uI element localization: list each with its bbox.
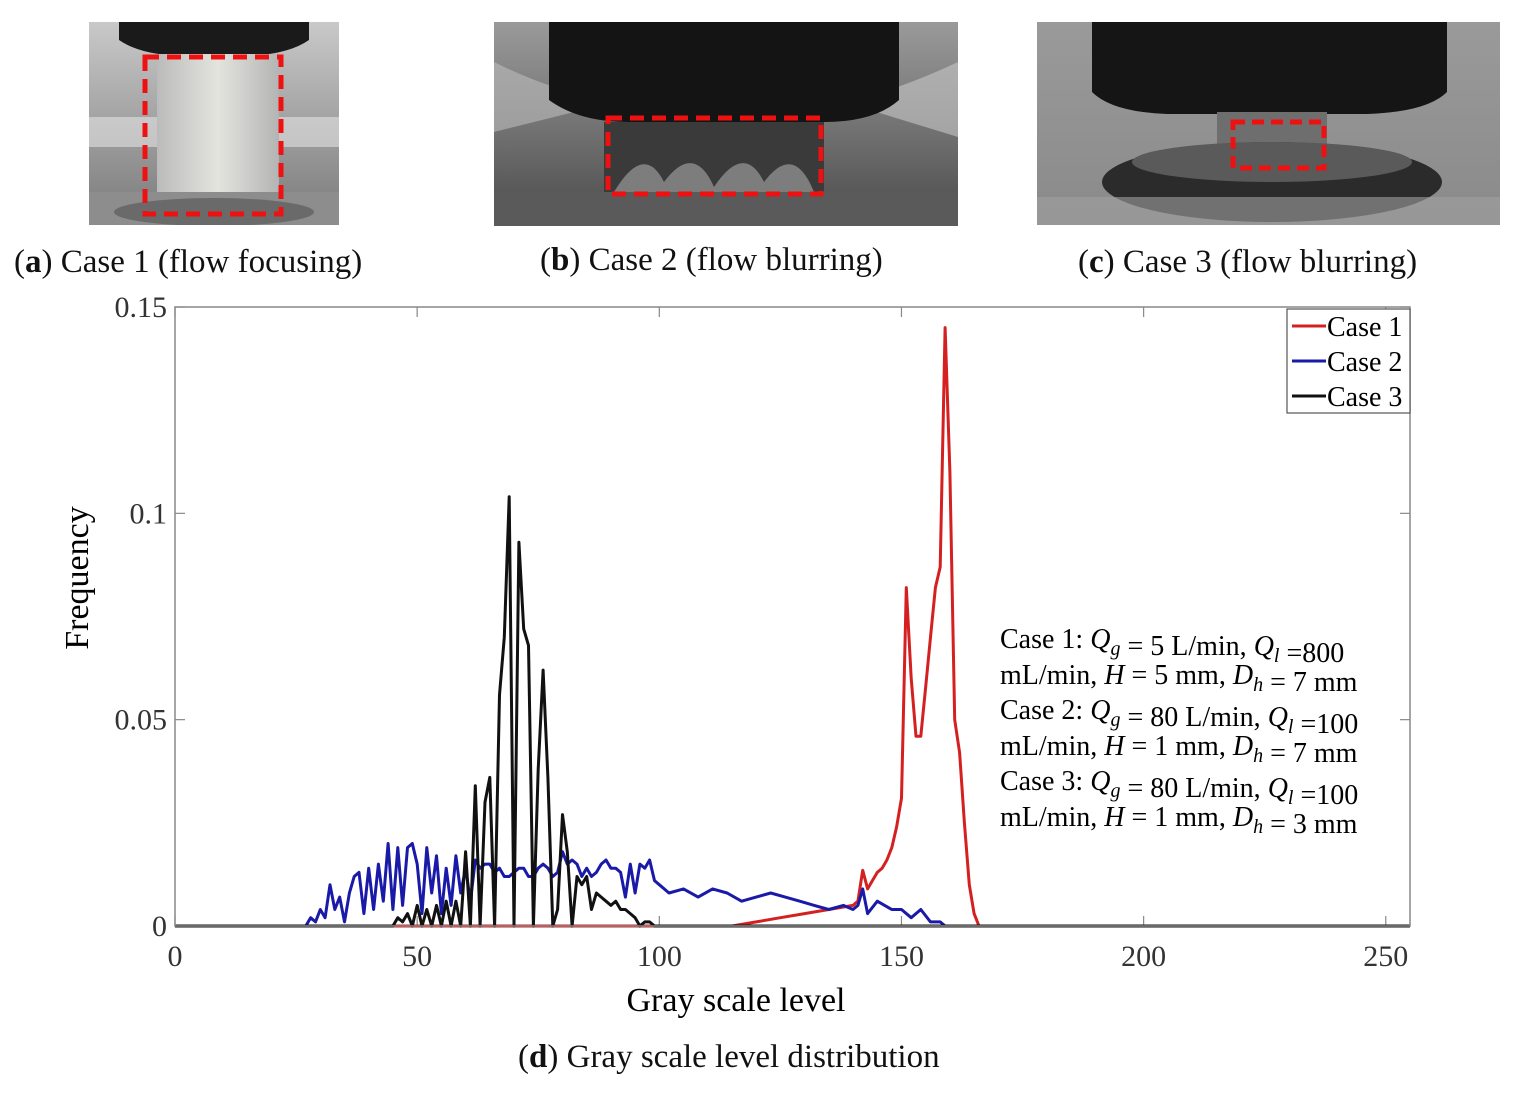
caption-b: (b) Case 2 (flow blurring) (540, 242, 883, 278)
x-axis-label: Gray scale level (627, 982, 846, 1019)
y-tick-label-0.05: 0.05 (115, 704, 168, 737)
annotation-line-2: mL/min, H = 5 mm, Dh = 7 mm (1000, 660, 1358, 698)
case-1-highlight-box (142, 54, 284, 217)
chart-series-layer (175, 326, 1410, 928)
chart-axes-layer: 0 50 100 150 200 250 0 0.05 0.1 0.15 (115, 291, 1410, 973)
photo-case-3-image (1037, 22, 1500, 225)
annotation-line-6: mL/min, H = 1 mm, Dh = 3 mm (1000, 802, 1358, 840)
caption-a: (a) Case 1 (flow focusing) (14, 244, 363, 280)
y-tick-label-0: 0 (152, 910, 167, 943)
x-tick-label-100: 100 (637, 940, 682, 973)
legend-label-case-3: Case 3 (1327, 382, 1402, 413)
photo-case-3 (1037, 22, 1500, 225)
legend-label-case-2: Case 2 (1327, 347, 1402, 378)
y-tick-label-0.1: 0.1 (130, 497, 168, 530)
plot-frame (174, 306, 1411, 927)
annotation-line-3: Case 2: Qg = 80 L/min, Ql =100 (1000, 695, 1358, 740)
case-parameters-annotation: Case 1: Qg = 5 L/min, Ql =800 mL/min, H … (1000, 624, 1358, 840)
x-tick-label-150: 150 (879, 940, 924, 973)
x-tick-label-200: 200 (1121, 940, 1166, 973)
photo-case-1 (89, 22, 339, 225)
photo-case-2-image (494, 22, 958, 226)
series-line-case-1 (175, 326, 1410, 928)
photo-case-2 (494, 22, 958, 226)
x-tick-label-0: 0 (168, 940, 183, 973)
case-2-highlight-box (605, 115, 824, 197)
annotation-line-4: mL/min, H = 1 mm, Dh = 7 mm (1000, 731, 1358, 769)
legend: Case 1 Case 2 Case 3 (1286, 308, 1411, 414)
series-line-case-2 (175, 842, 1410, 928)
case-3-highlight-box (1230, 119, 1327, 171)
photo-case-1-image (89, 22, 339, 225)
legend-label-case-1: Case 1 (1327, 312, 1402, 343)
x-tick-label-250: 250 (1363, 940, 1408, 973)
x-tick-label-50: 50 (402, 940, 432, 973)
y-tick-label-0.15: 0.15 (115, 291, 168, 324)
gray-scale-chart: 0 50 100 150 200 250 0 0.05 0.1 0.15 Gray scale l… (59, 291, 1411, 1019)
y-axis-label: Frequency (59, 506, 96, 650)
caption-c: (c) Case 3 (flow blurring) (1078, 244, 1418, 280)
annotation-line-1: Case 1: Qg = 5 L/min, Ql =800 (1000, 624, 1344, 669)
annotation-line-5: Case 3: Qg = 80 L/min, Ql =100 (1000, 766, 1358, 811)
series-line-case-3 (175, 495, 1410, 928)
caption-d: (d) Gray scale level distribution (518, 1039, 940, 1075)
